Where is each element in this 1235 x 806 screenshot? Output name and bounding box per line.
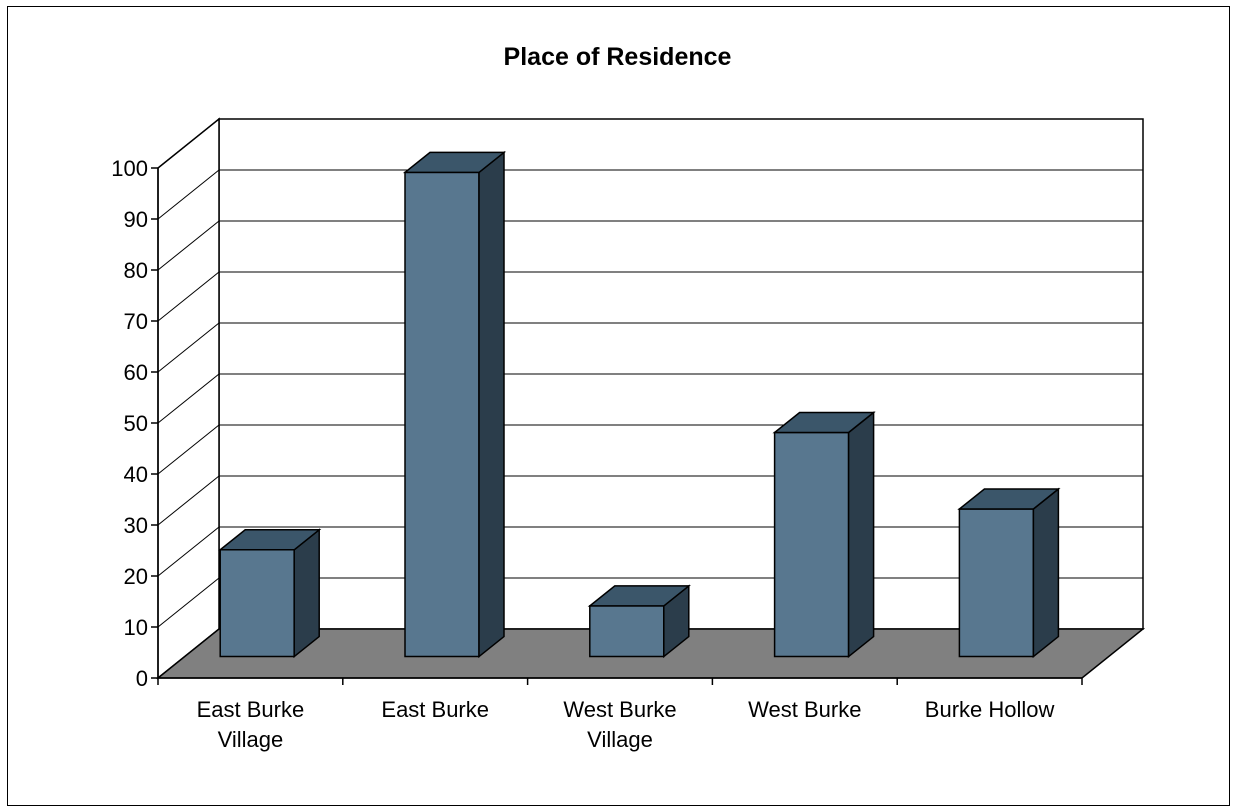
- x-category-label: East Burke: [197, 697, 305, 722]
- gridline-side: [157, 220, 220, 271]
- bar-front: [219, 549, 295, 658]
- bar-top: [218, 529, 322, 551]
- bar-top: [772, 411, 876, 434]
- x-category-label: East Burke: [381, 697, 489, 722]
- bar-top: [402, 151, 507, 174]
- bar-top: [587, 585, 691, 607]
- x-category-label: Burke Hollow: [925, 697, 1055, 722]
- gridline-side: [157, 271, 220, 322]
- gridline-side: [157, 322, 220, 373]
- gridline-side: [157, 526, 220, 577]
- bar-side: [293, 528, 320, 659]
- bar-front: [773, 431, 850, 658]
- y-tick-label: 40: [124, 462, 148, 487]
- gridline-side: [157, 373, 220, 424]
- bar-top: [957, 488, 1061, 510]
- x-category-label: West Burke: [748, 697, 861, 722]
- gridline-side: [157, 475, 220, 526]
- bar-side: [847, 410, 875, 659]
- y-tick-label: 10: [124, 615, 148, 640]
- y-tick-label: 50: [124, 411, 148, 436]
- bar-front: [404, 171, 480, 658]
- bar-front: [589, 605, 665, 658]
- y-tick-label: 90: [124, 207, 148, 232]
- bar-side: [1032, 487, 1060, 659]
- y-tick-label: 60: [124, 360, 148, 385]
- y-tick-label: 20: [124, 564, 148, 589]
- y-tick-label: 70: [124, 309, 148, 334]
- gridline-side: [157, 169, 220, 220]
- x-category-label: Village: [587, 727, 653, 752]
- bar-front: [958, 508, 1035, 658]
- gridline-side: [157, 577, 220, 628]
- chart-title: Place of Residence: [503, 43, 732, 71]
- y-tick-label: 80: [124, 258, 148, 283]
- y-tick-label: 30: [124, 513, 148, 538]
- y-tick-label: 100: [111, 156, 148, 181]
- bar-side: [478, 150, 505, 659]
- x-category-label: Village: [218, 727, 284, 752]
- gridline-side: [157, 424, 220, 475]
- x-category-label: West Burke: [563, 697, 676, 722]
- y-tick-label: 0: [136, 666, 148, 691]
- gridline-side: [157, 118, 220, 169]
